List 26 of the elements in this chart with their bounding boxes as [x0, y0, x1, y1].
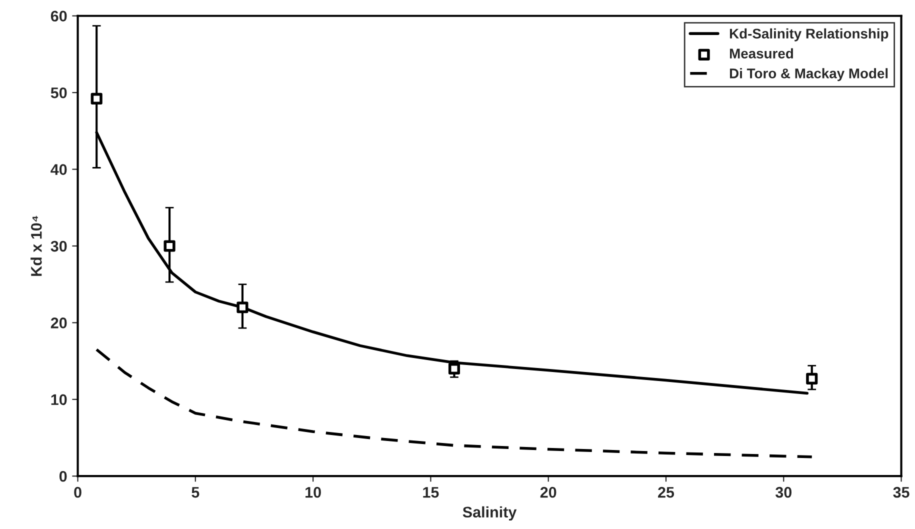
x-tick-label: 35: [893, 486, 910, 498]
y-tick-label: 10: [51, 394, 67, 406]
x-tick-label: 15: [423, 487, 439, 498]
x-tick-label: 5: [192, 487, 200, 498]
point: [236, 302, 248, 314]
y-axis-title: Kd x 10⁴: [30, 216, 42, 276]
y-tick-label: 0: [59, 470, 67, 482]
legend-label: Di Toro & Mackay Model: [730, 68, 888, 82]
x-tick-label: 20: [540, 486, 556, 498]
point: [448, 362, 460, 374]
legend-label: Measured: [730, 48, 793, 58]
line-series: [95, 348, 814, 458]
y-tick-label: 30: [50, 240, 67, 252]
x-tick-label: 25: [658, 486, 674, 498]
x-tick-label: 0: [74, 486, 82, 498]
point: [164, 240, 176, 252]
x-axis-title: Salinity: [462, 506, 517, 521]
legend-label: Kd-Salinity Relationship: [730, 28, 888, 42]
point: [806, 372, 818, 384]
x-tick-label: 30: [775, 486, 792, 498]
y-tick-label: 50: [50, 87, 67, 98]
y-tick-label: 20: [50, 318, 67, 328]
x-tick-label: 10: [306, 486, 321, 498]
y-tick-label: 40: [50, 164, 67, 175]
y-tick-label: 60: [50, 10, 67, 22]
point: [90, 92, 102, 104]
